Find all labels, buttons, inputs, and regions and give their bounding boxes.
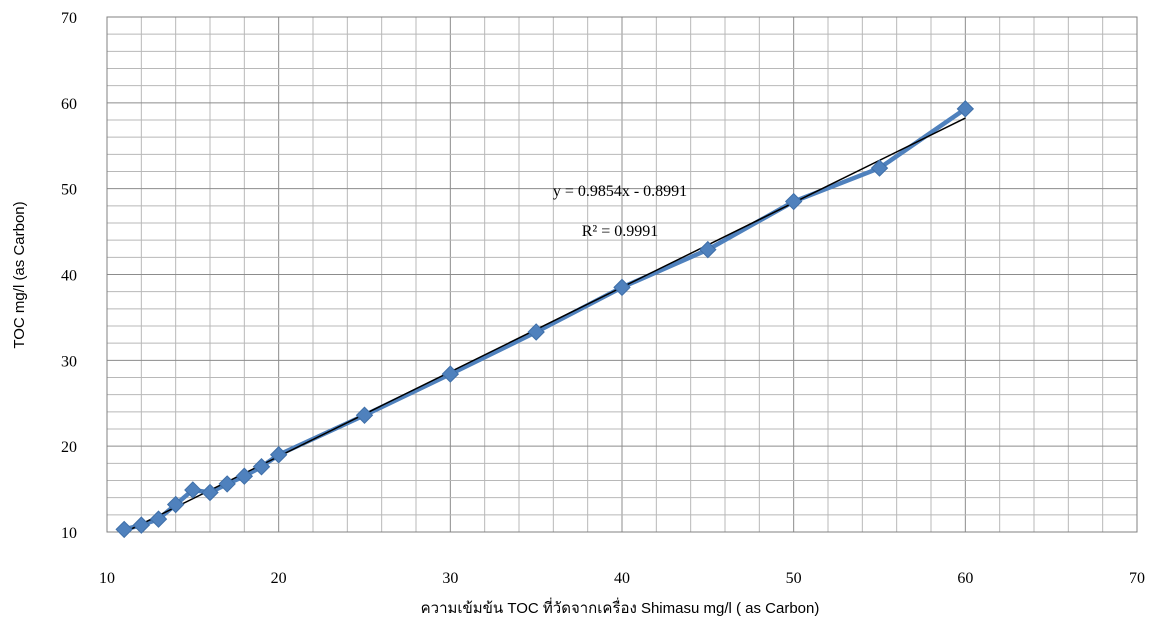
data-point [149, 510, 168, 528]
grid [107, 17, 1137, 532]
data-point [870, 159, 889, 177]
data-point [613, 278, 631, 297]
x-tick-label: 50 [786, 570, 802, 587]
plot-area-frame [106, 16, 1138, 533]
data-point [527, 323, 545, 341]
x-tick-label: 40 [614, 570, 630, 587]
x-tick-label: 20 [271, 570, 287, 587]
x-tick-label: 60 [957, 570, 973, 587]
data-point [956, 100, 975, 118]
x-tick-label: 70 [1129, 570, 1145, 587]
data-point [269, 446, 288, 464]
y-tick-label: 60 [61, 96, 77, 113]
y-tick-label: 30 [61, 353, 77, 370]
data-point [699, 240, 717, 259]
data-point [235, 467, 254, 485]
data-point [784, 192, 803, 211]
data-point [115, 520, 133, 539]
x-axis-title: ความเข้มข้น TOC ที่วัดจากเครื่อง Shimasu… [421, 597, 820, 617]
data-point [218, 475, 236, 493]
data-point [201, 483, 219, 502]
data-point [252, 458, 271, 476]
data-marks [115, 100, 975, 539]
x-tick-label: 30 [442, 570, 458, 587]
y-tick-label: 10 [61, 525, 77, 542]
data-point [166, 495, 185, 514]
data-point [441, 365, 460, 383]
x-tick-label: 10 [99, 570, 115, 587]
data-point [132, 516, 151, 534]
y-tick-label: 70 [61, 10, 77, 27]
y-tick-label: 40 [61, 268, 77, 285]
trendline-equation: y = 0.9854x - 0.8991 [553, 183, 687, 200]
y-tick-label: 50 [61, 182, 77, 199]
y-axis-title: TOC mg/l (as Carbon) [11, 201, 28, 348]
y-tick-label: 20 [61, 439, 77, 456]
data-point [355, 406, 374, 424]
data-point [184, 481, 202, 499]
trendline-r-squared: R² = 0.9991 [582, 223, 659, 240]
tick-labels: 10 20 30 40 50 60 70 10 20 30 40 50 60 70 [61, 10, 1145, 587]
